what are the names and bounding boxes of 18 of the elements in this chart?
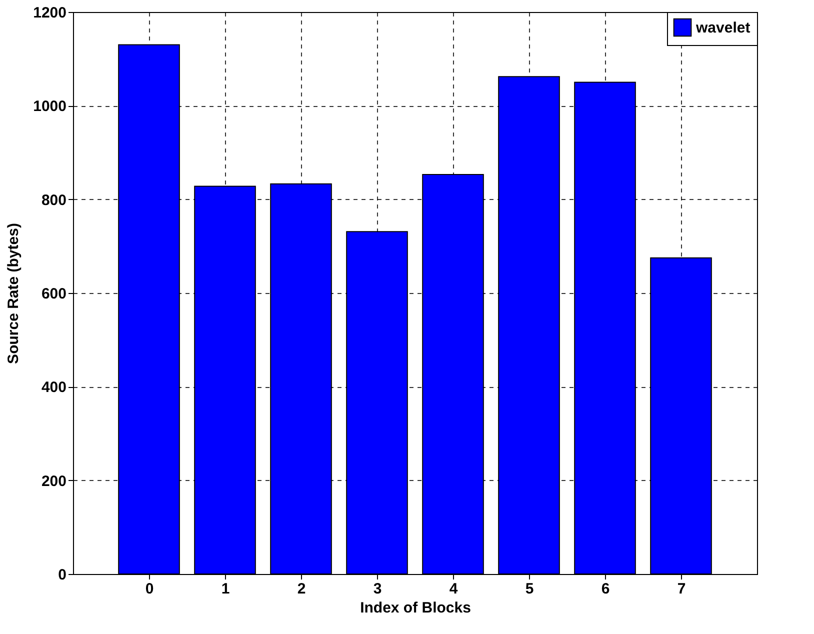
y-tick-label: 200 xyxy=(41,472,66,490)
x-axis-title: Index of Blocks xyxy=(360,600,471,616)
y-tick-label: 800 xyxy=(41,192,66,209)
y-tick-label: 1200 xyxy=(33,4,66,22)
y-tick-label: 0 xyxy=(58,566,66,584)
y-axis-title: Source Rate (bytes) xyxy=(5,223,22,364)
x-tick-label: 7 xyxy=(677,580,686,598)
x-tick-label: 0 xyxy=(145,580,154,598)
x-tick-label: 3 xyxy=(373,580,382,598)
x-tick-label: 1 xyxy=(221,580,230,598)
x-tick-label: 6 xyxy=(601,580,610,598)
x-tick-label: 4 xyxy=(449,580,458,598)
y-tick-label: 600 xyxy=(41,286,66,302)
legend-label: wavelet xyxy=(695,20,750,36)
x-tick-label: 2 xyxy=(297,580,306,598)
y-tick-label: 400 xyxy=(41,379,66,396)
x-tick-label: 5 xyxy=(525,580,534,598)
y-tick-label: 1000 xyxy=(33,98,66,116)
